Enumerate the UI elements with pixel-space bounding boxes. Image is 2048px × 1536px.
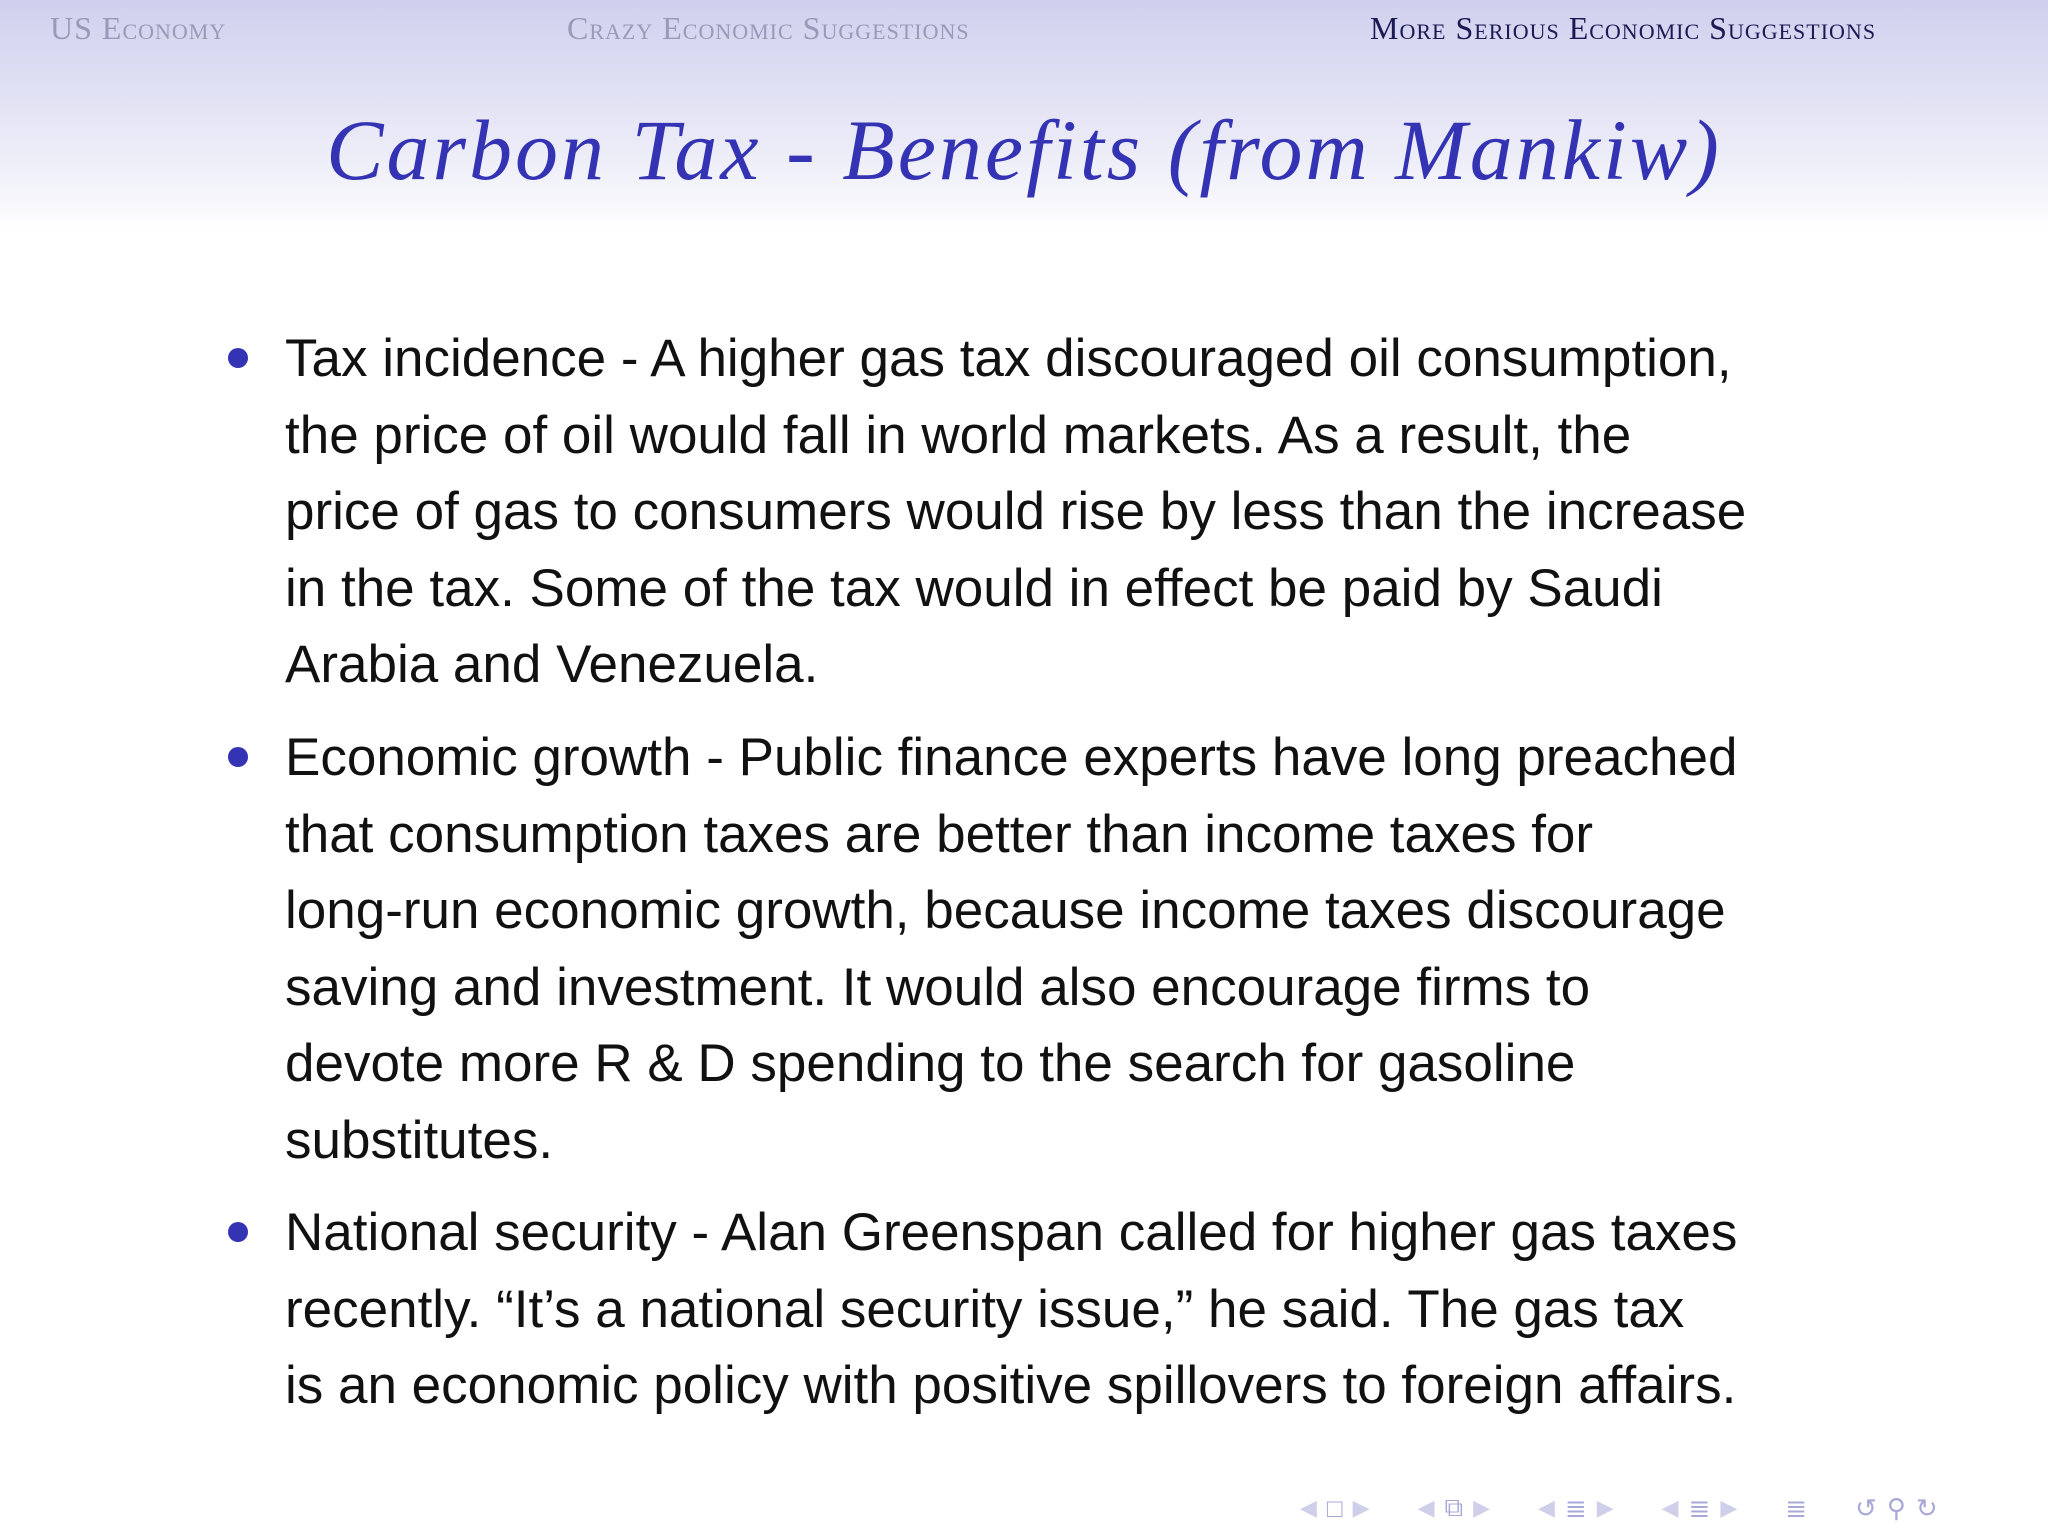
slide-title: Carbon Tax - Benefits (from Mankiw)	[326, 102, 1722, 198]
next-slide-icon[interactable]: ▶	[1473, 1495, 1490, 1520]
bullet-text-line: Arabia and Venezuela.	[285, 635, 819, 694]
bullet-text-line: devote more R & D spending to the search…	[285, 1034, 1576, 1093]
bullet-text-line: saving and investment. It would also enc…	[285, 957, 1591, 1017]
search-icon[interactable]: ⚲	[1886, 1492, 1906, 1523]
section-icon[interactable]: ≣	[1688, 1492, 1711, 1523]
header-section-us-economy[interactable]: US Economy	[50, 10, 227, 46]
next-subsection-icon[interactable]: ▶	[1596, 1495, 1614, 1520]
bullet-marker	[228, 348, 248, 368]
prev-slide-icon[interactable]: ◀	[1417, 1495, 1435, 1520]
bullet-text-line: Economic growth - Public finance experts…	[285, 728, 1738, 787]
beamer-navigation-bar: ◀ □ ▶ ◀ ⧉ ▶ ◀ ≣ ▶ ◀ ≣ ▶ ≣ ↺ ⚲ ↻	[1300, 1488, 1938, 1528]
next-frame-icon[interactable]: ▶	[1352, 1495, 1370, 1520]
bullet-text-line: recently. “It’s a national security issu…	[285, 1279, 1685, 1339]
bullet-text-line: is an economic policy with positive spil…	[285, 1356, 1737, 1415]
bullet-text-line: in the tax. Some of the tax would in eff…	[285, 558, 1663, 618]
forward-icon[interactable]: ↻	[1915, 1492, 1938, 1523]
header-section-crazy-suggestions[interactable]: Crazy Economic Suggestions	[567, 10, 970, 46]
bullet-text-line: long-run economic growth, because income…	[285, 881, 1726, 940]
document-icon[interactable]: ≣	[1785, 1492, 1808, 1523]
frame-icon[interactable]: □	[1326, 1492, 1343, 1523]
bullet-text-line: the price of oil would fall in world mar…	[285, 405, 1632, 465]
prev-subsection-icon[interactable]: ◀	[1537, 1495, 1555, 1520]
bullet-marker	[228, 1222, 248, 1242]
bullet-text-line: price of gas to consumers would rise by …	[285, 482, 1747, 541]
subsection-icon[interactable]: ≣	[1564, 1492, 1587, 1523]
prev-section-icon[interactable]: ◀	[1661, 1495, 1679, 1520]
header-section-serious-suggestions[interactable]: More Serious Economic Suggestions	[1370, 10, 1877, 46]
slide-icon[interactable]: ⧉	[1444, 1492, 1464, 1522]
bullet-text-line: National security - Alan Greenspan calle…	[285, 1203, 1738, 1262]
bullet-marker	[228, 747, 248, 767]
prev-frame-icon[interactable]: ◀	[1300, 1495, 1317, 1520]
bullet-text-line: substitutes.	[285, 1110, 554, 1170]
bullet-text-line: that consumption taxes are better than i…	[285, 804, 1594, 864]
next-section-icon[interactable]: ▶	[1720, 1495, 1738, 1520]
back-icon[interactable]: ↺	[1855, 1492, 1877, 1523]
bullet-text-line: Tax incidence - A higher gas tax discour…	[285, 329, 1732, 388]
